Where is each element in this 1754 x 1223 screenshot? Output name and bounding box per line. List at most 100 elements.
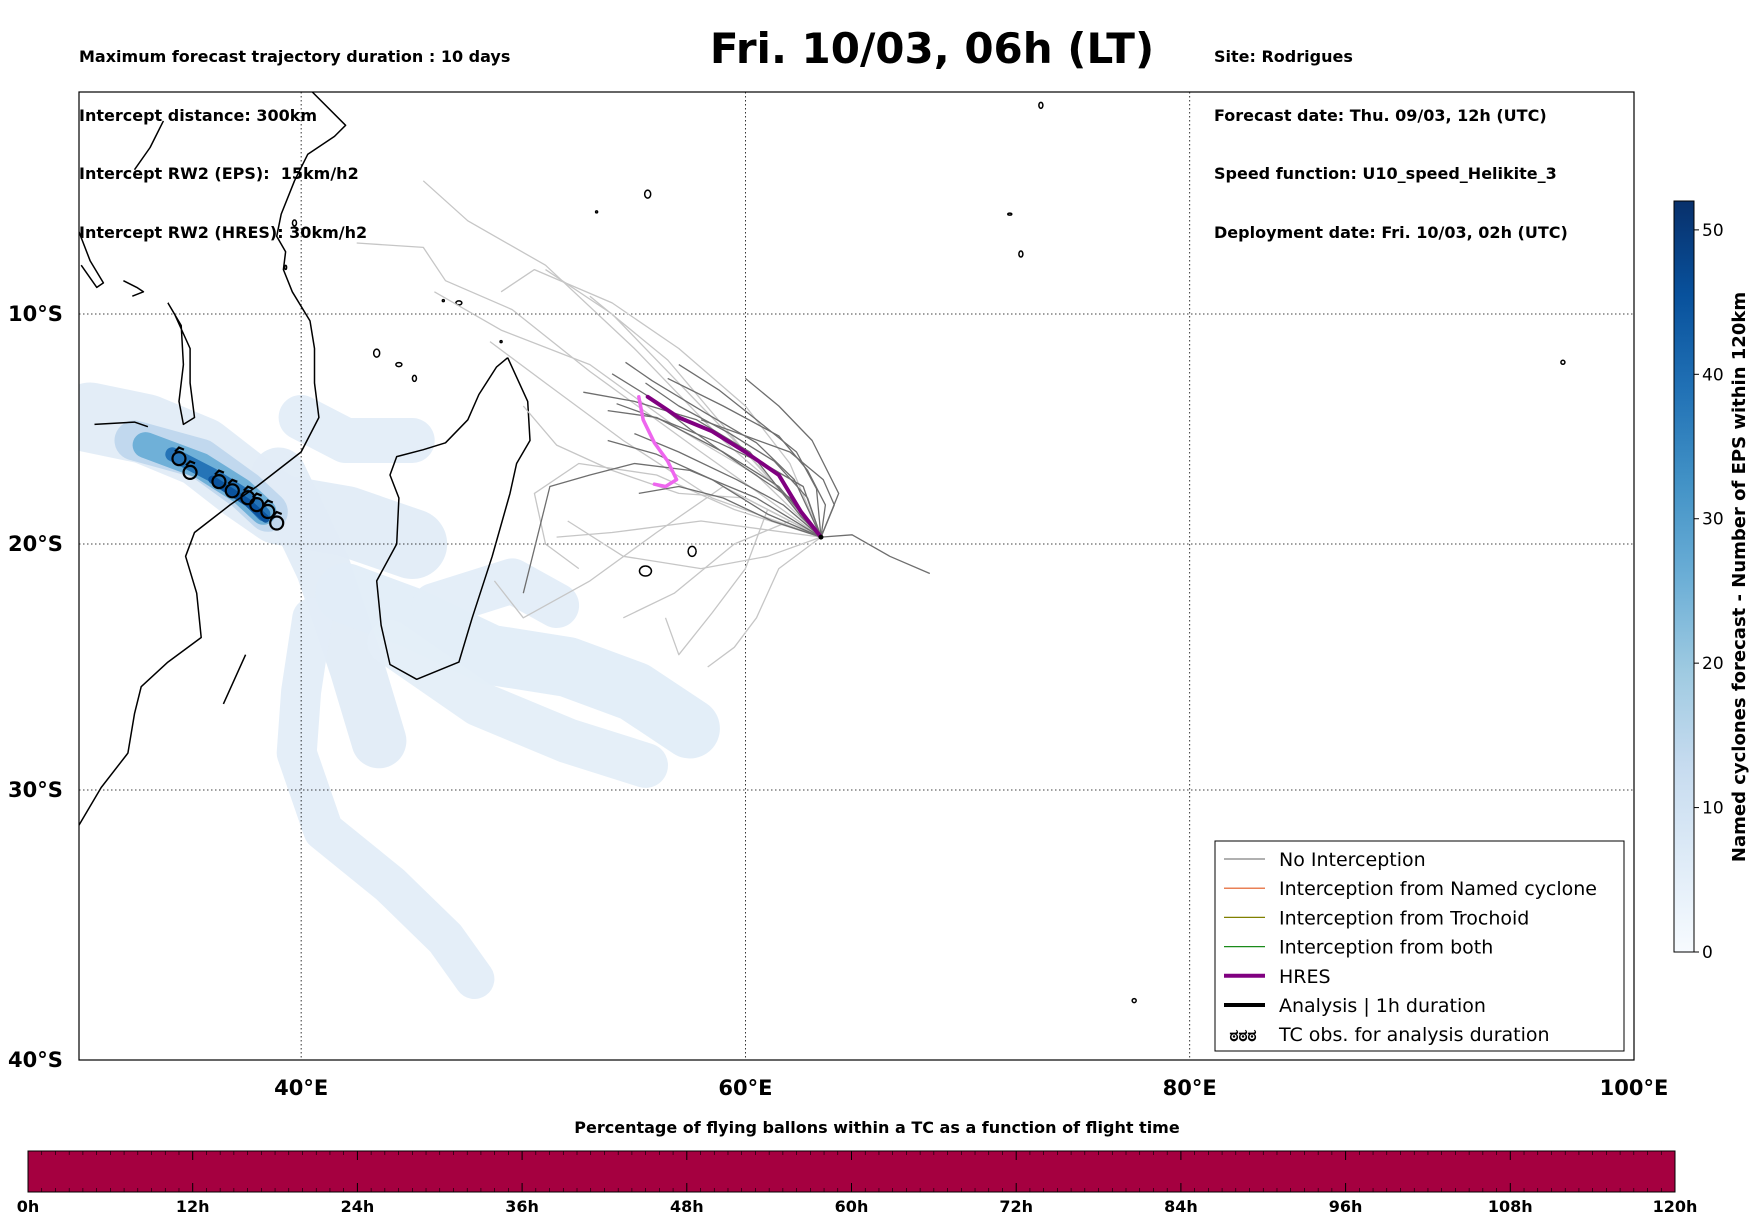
eps-track-no-interception: [678, 364, 822, 538]
island: [283, 264, 288, 271]
map-legend: No Interception Interception from Named c…: [1214, 840, 1625, 1052]
eps-track-no-interception: [522, 462, 822, 594]
island: [291, 219, 298, 227]
tc-obs-symbol: [224, 478, 240, 499]
eps-track-no-interception: [634, 432, 822, 538]
flight-time-tick-label: 108h: [1488, 1197, 1533, 1216]
header-line-rw2-hres: Intercept RW2 (HRES): 30km/h2: [79, 222, 368, 242]
flight-time-tick-label: 84h: [1164, 1197, 1198, 1216]
colorbar-tick-label: 10: [1702, 799, 1724, 819]
latitude-tick-label: 10°S: [8, 302, 63, 326]
tc-obs-symbol: [260, 499, 276, 520]
legend-tc-obs-icon: ಠಠಠ: [1230, 1026, 1257, 1046]
eps-track-late: [589, 295, 822, 538]
density-band: [276, 597, 495, 999]
eps-track-no-interception: [616, 403, 822, 538]
flight-time-tick-label: 96h: [1329, 1197, 1363, 1216]
header-line-site: Site: Rodrigues: [1214, 47, 1353, 66]
flight-time-tick-label: 60h: [835, 1197, 869, 1216]
eps-track-no-interception: [638, 485, 822, 538]
eps-track-no-interception: [744, 377, 840, 538]
flight-time-tick-label: 48h: [670, 1197, 704, 1216]
longitude-tick-label: 60°E: [718, 1076, 772, 1100]
island: [638, 565, 653, 577]
tc-observations: [171, 446, 285, 531]
longitude-tick-label: 100°E: [1600, 1076, 1669, 1100]
eps-track-no-interception: [820, 534, 931, 575]
density-band: [367, 619, 668, 788]
flight-time-bar-title: Percentage of flying ballons within a TC…: [574, 1118, 1180, 1137]
flight-time-tick-label: 72h: [999, 1197, 1033, 1216]
tc-obs-symbol: [249, 492, 265, 513]
header-line-speed-function: Speed function: U10_speed_Helikite_3: [1214, 164, 1557, 183]
tc-obs-symbol: [211, 469, 227, 490]
coastline: [133, 120, 165, 171]
eps-track-late: [556, 520, 822, 538]
island: [1131, 997, 1137, 1004]
density-colorbar: 0 10 20 30 40 50 Named cyclones forecast - Nu…: [1673, 200, 1750, 963]
flight-time-tick-label: 120h: [1653, 1197, 1698, 1216]
header-line-deployment-date: Deployment date: Fri. 10/03, 02h (UTC): [1214, 222, 1568, 242]
colorbar-tick-label: 50: [1702, 221, 1724, 241]
island: [1007, 212, 1013, 216]
legend-entry-label: Interception from Trochoid: [1279, 907, 1529, 929]
island: [441, 298, 446, 303]
island: [643, 189, 652, 199]
eps-track-late: [533, 462, 822, 570]
coastline: [375, 357, 531, 681]
hres-track-late: [637, 395, 679, 489]
map-frame: [78, 91, 1635, 1061]
axis-tick-labels: 40°E 60°E 80°E 100°E 10°S 20°S 30°S 40°S: [8, 302, 1668, 1100]
eps-track-late: [567, 520, 822, 570]
colorbar-tick-label: 20: [1702, 654, 1724, 674]
island: [1560, 359, 1566, 366]
island: [499, 339, 503, 344]
header-line-distance: Intercept distance: 300km: [79, 105, 318, 125]
island: [411, 374, 418, 383]
latitude-tick-label: 40°S: [8, 1048, 63, 1072]
eps-track-no-interception: [625, 361, 822, 538]
header-line-rw2-eps: Intercept RW2 (EPS): 15km/h2: [79, 164, 359, 183]
longitude-tick-label: 80°E: [1163, 1076, 1217, 1100]
flight-time-tick-label: 24h: [341, 1197, 375, 1216]
coastline: [94, 421, 149, 428]
tc-obs-symbol: [171, 446, 187, 467]
colorbar-tick-label: 30: [1702, 510, 1724, 530]
header-line-forecast-date: Forecast date: Thu. 09/03, 12h (UTC): [1214, 105, 1547, 125]
colorbar-tick-label: 40: [1702, 365, 1724, 385]
flight-time-tick-label: 0h: [17, 1197, 40, 1216]
header-left-info: Maximum forecast trajectory duration : 1…: [79, 8, 510, 262]
island: [372, 348, 381, 358]
eps-track-late: [422, 180, 822, 538]
flight-time-bar: 0h 12h 24h 36h 48h 60h 72h 84h 96h 108h 120h: [17, 1150, 1698, 1216]
coastline: [123, 280, 145, 297]
tc-obs-symbol: [269, 510, 285, 531]
legend-entry-label: Interception from Named cyclone: [1279, 878, 1597, 900]
flight-time-tick-label: 12h: [176, 1197, 210, 1216]
legend-entry-label: No Interception: [1279, 849, 1426, 871]
coastline: [79, 231, 105, 289]
longitude-tick-label: 40°E: [274, 1076, 328, 1100]
legend-entry-label: TC obs. for analysis duration: [1278, 1024, 1550, 1046]
header-right-info: Site: Rodrigues Forecast date: Thu. 09/0…: [1214, 8, 1568, 262]
latitude-tick-label: 20°S: [8, 532, 63, 556]
island: [687, 545, 697, 558]
header-line-duration: Maximum forecast trajectory duration : 1…: [79, 47, 511, 66]
colorbar-gradient: [1673, 200, 1695, 953]
trajectory-layer: [356, 180, 931, 668]
colorbar-tick-label: 0: [1702, 943, 1713, 963]
eps-track-late: [522, 405, 822, 538]
legend-entry-label: Analysis | 1h duration: [1279, 995, 1486, 1017]
eps-track-late: [707, 536, 822, 668]
tc-obs-symbol: [182, 460, 198, 480]
hres-track: [645, 394, 823, 540]
flight-time-tick-label: 36h: [505, 1197, 539, 1216]
eps-track-late: [489, 341, 822, 538]
eps-track-no-interception: [667, 377, 827, 538]
island: [1038, 101, 1044, 110]
eps-track-late: [434, 291, 822, 538]
island: [1018, 250, 1024, 258]
density-band: [411, 558, 580, 628]
island: [594, 210, 599, 214]
